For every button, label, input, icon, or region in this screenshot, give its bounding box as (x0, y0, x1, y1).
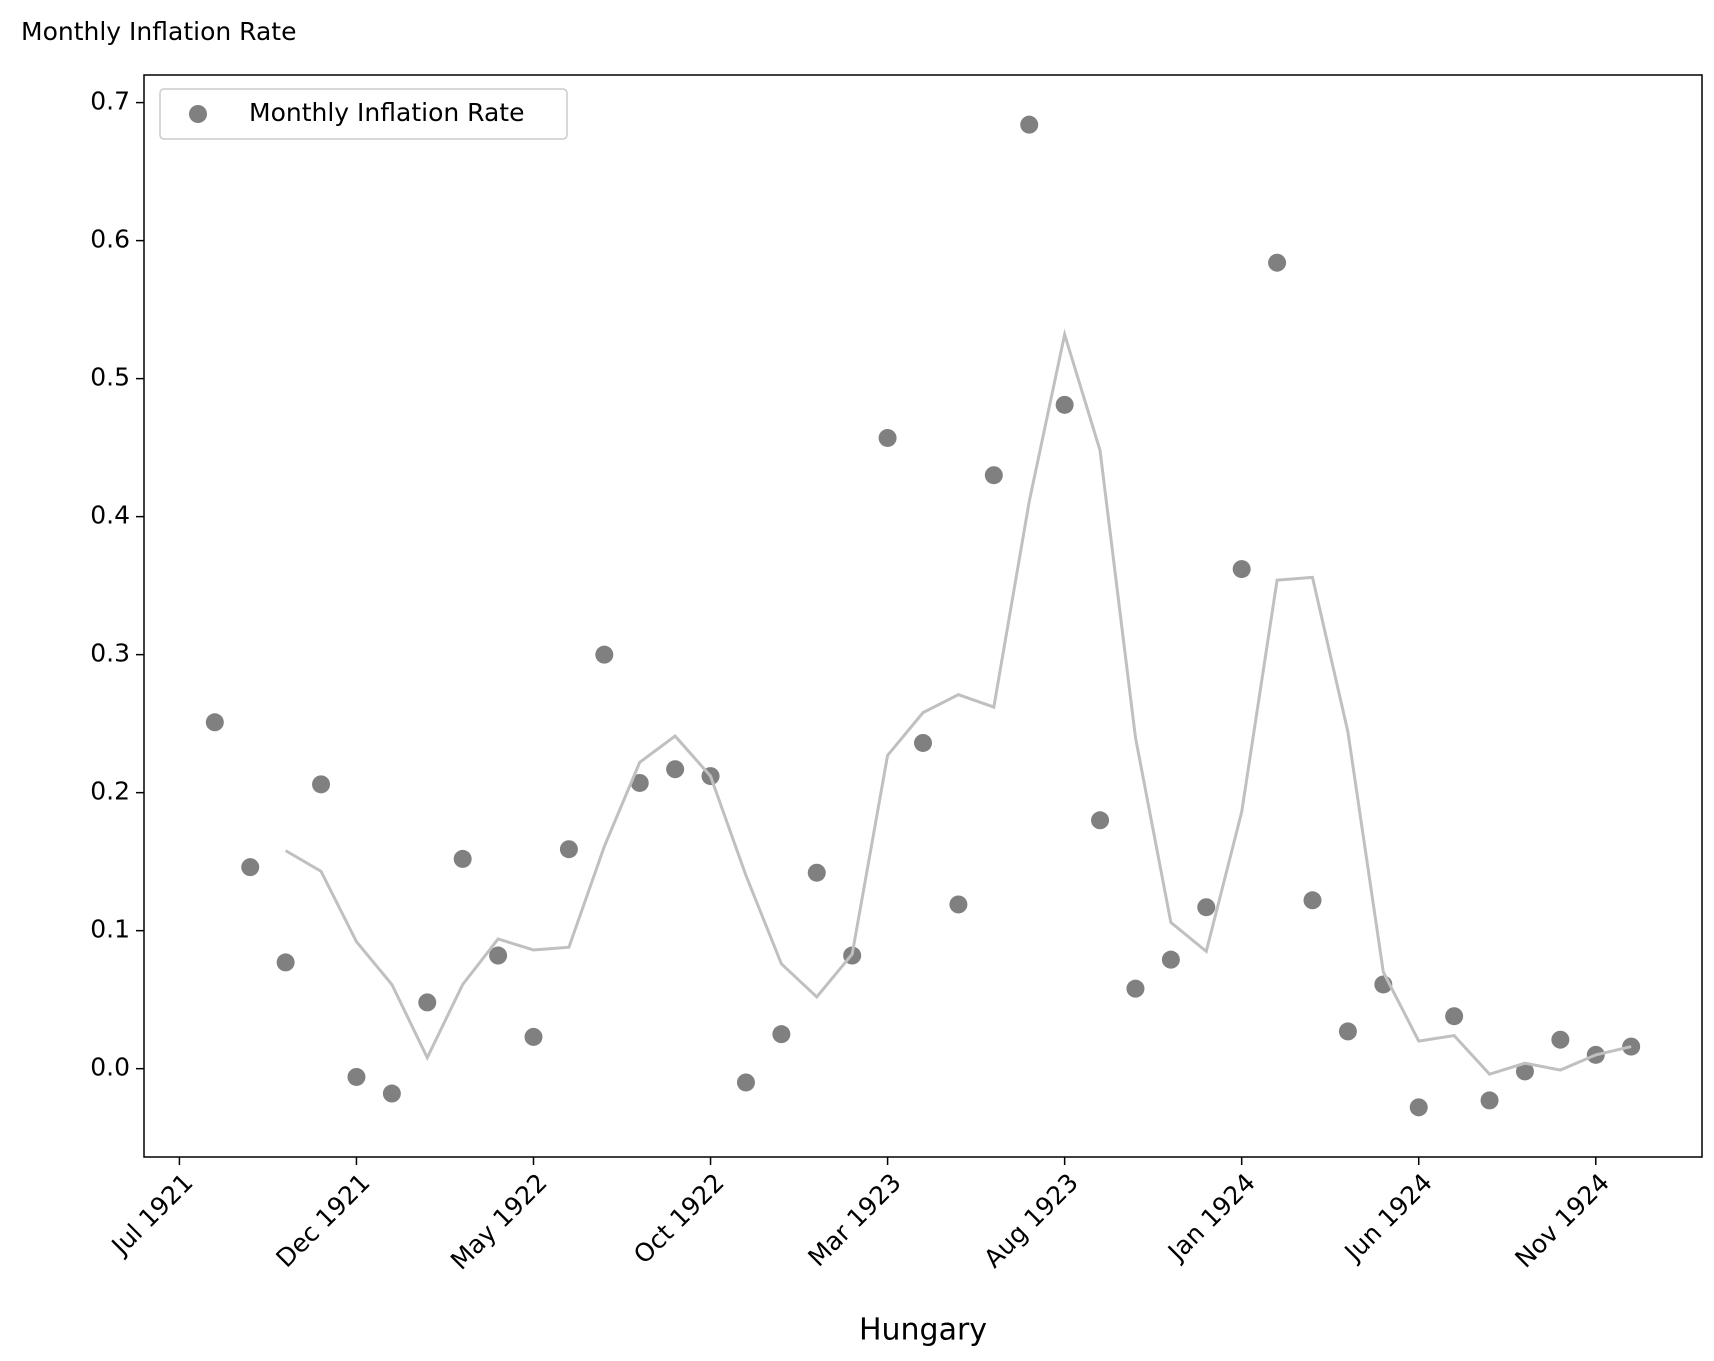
x-axis-label: Hungary (859, 1313, 987, 1348)
point (984, 466, 1003, 485)
y-tick-label: 0.1 (90, 915, 130, 944)
point (453, 849, 472, 868)
point (1303, 891, 1322, 910)
y-tick-label: 0.0 (90, 1053, 130, 1082)
x-tick-label: Jan 1924 (1161, 1168, 1261, 1268)
y-tick-label: 0.2 (90, 777, 130, 806)
point (1197, 898, 1216, 917)
x-tick-label: Oct 1922 (628, 1168, 730, 1270)
x-tick-label: Dec 1921 (270, 1168, 375, 1273)
point (1445, 1007, 1464, 1026)
x-tick-label: Aug 1923 (978, 1168, 1084, 1274)
point (807, 863, 826, 882)
point (1091, 811, 1110, 830)
point (1480, 1091, 1499, 1110)
x-tick-label: May 1922 (445, 1168, 553, 1276)
legend-label: Monthly Inflation Rate (249, 98, 525, 127)
point (382, 1084, 401, 1103)
trend-line (284, 328, 1632, 1076)
point (1409, 1098, 1428, 1117)
point (205, 713, 224, 732)
point (1161, 950, 1180, 969)
x-tick-label: Nov 1924 (1509, 1168, 1615, 1274)
legend-marker (189, 105, 207, 123)
x-tick-label: Mar 1923 (802, 1168, 906, 1272)
point (1126, 979, 1145, 998)
y-tick-label: 0.5 (90, 363, 130, 392)
legend-box (159, 88, 568, 140)
y-tick-label: 0.7 (90, 87, 130, 116)
point (772, 1025, 791, 1044)
point (1020, 115, 1039, 134)
point (312, 775, 331, 794)
point (949, 895, 968, 914)
point (878, 428, 897, 447)
point (630, 773, 649, 792)
x-tick-label: Jun 1924 (1338, 1168, 1438, 1268)
x-tick-label: Jul 1921 (105, 1168, 199, 1262)
point (276, 953, 295, 972)
point (666, 760, 685, 779)
point (489, 946, 508, 965)
plot-frame (143, 74, 1703, 1158)
point (559, 840, 578, 859)
point (736, 1073, 755, 1092)
point (418, 993, 437, 1012)
point (1268, 253, 1287, 272)
point (914, 733, 932, 752)
point (1551, 1030, 1570, 1049)
point (524, 1027, 543, 1046)
point (241, 858, 260, 877)
point (1055, 395, 1074, 414)
chart-title: Monthly Inflation Rate (21, 17, 297, 46)
y-tick-label: 0.3 (90, 639, 130, 668)
y-tick-label: 0.4 (90, 501, 130, 530)
point (1232, 560, 1251, 579)
point (1515, 1062, 1534, 1081)
point (1338, 1022, 1357, 1041)
y-tick-label: 0.6 (90, 225, 130, 254)
point (347, 1067, 366, 1086)
point (595, 645, 614, 664)
